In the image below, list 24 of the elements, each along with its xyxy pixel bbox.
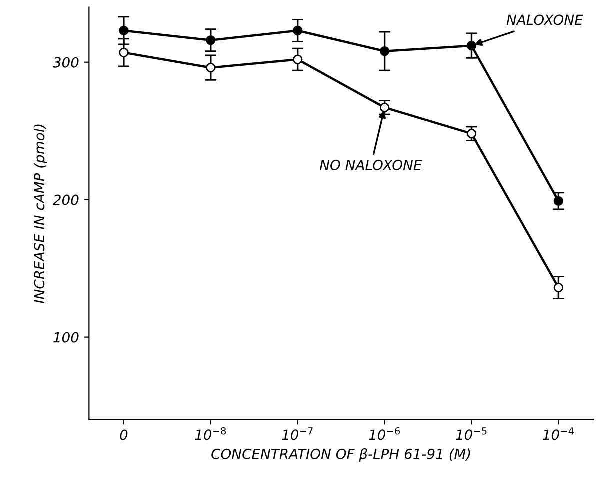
text: NALOXONE (506, 14, 584, 26)
point (206, 62, 216, 73)
y-tick-label: 300 (52, 57, 79, 68)
x-axis-title: CONCENTRATION OF β-LPH 61-91 (M) (212, 448, 470, 462)
point (119, 26, 129, 36)
point (292, 26, 303, 36)
y-tick-label: 100 (54, 332, 79, 343)
text: NO NALOXONE (320, 160, 422, 170)
x-tick-label: 0 (120, 430, 128, 440)
x-tick-label: 10$^{−8}$ (195, 427, 226, 440)
point (292, 54, 303, 64)
x-tick-label: 10$^{−4}$ (543, 428, 574, 440)
point (466, 128, 477, 139)
x-tick-label: 10$^{−5}$ (456, 428, 487, 440)
y-axis-title: INCREASE IN cAMP (pmol) (34, 124, 48, 304)
x-tick-label: 10$^{−6}$ (369, 427, 400, 440)
point (206, 36, 216, 46)
point (380, 46, 390, 56)
point (466, 41, 477, 51)
point (554, 196, 564, 206)
y-tick-label: 200 (52, 194, 79, 206)
point (119, 48, 129, 58)
x-tick-label: 10$^{−7}$ (282, 428, 313, 440)
point (554, 282, 564, 293)
